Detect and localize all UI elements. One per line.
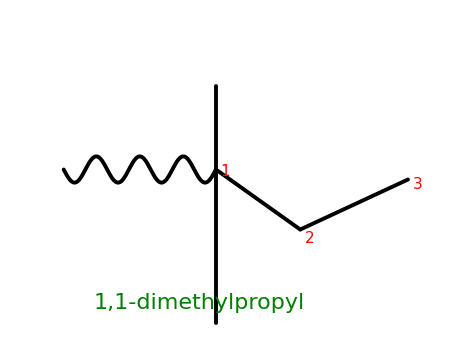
Text: 3: 3 bbox=[413, 177, 422, 192]
Text: 1,1-dimethylpropyl: 1,1-dimethylpropyl bbox=[94, 293, 305, 313]
Text: 2: 2 bbox=[305, 231, 315, 246]
Text: 1: 1 bbox=[220, 164, 230, 179]
